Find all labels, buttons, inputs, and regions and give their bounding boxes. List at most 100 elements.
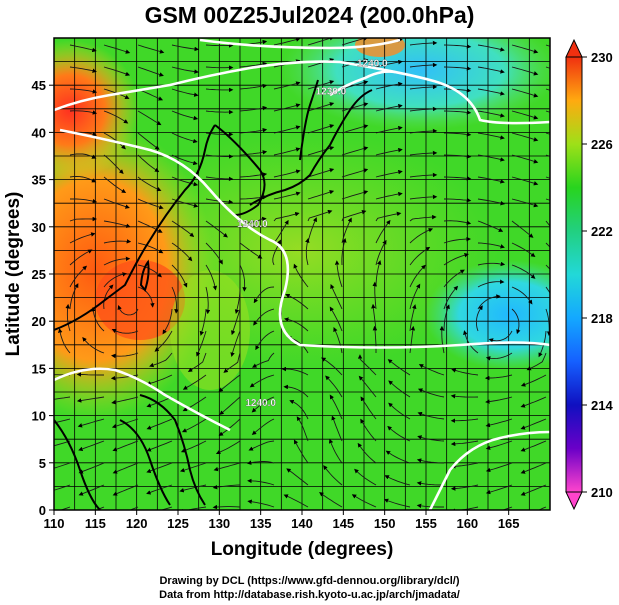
streamline: [205, 43, 234, 48]
streamline: [180, 440, 207, 453]
x-axis: 110 115 120 125 130 135 140 145 150 155 160 165: [44, 510, 520, 531]
streamline: [443, 304, 450, 332]
streamline: [387, 425, 411, 442]
streamline: [511, 132, 539, 142]
streamline: [255, 330, 275, 351]
streamline: [341, 190, 369, 200]
streamline: [171, 88, 199, 97]
streamline: [146, 418, 173, 430]
contour-labels: 1240.0 1230.0 1240.0 1240.0: [237, 58, 388, 409]
streamline: [416, 481, 444, 486]
streamline: [253, 286, 275, 304]
streamline: [451, 368, 479, 376]
streamline: [409, 150, 438, 156]
streamline: [384, 475, 411, 486]
streamline: [171, 264, 188, 288]
streamline: [112, 440, 139, 452]
streamline: [103, 110, 129, 124]
streamline: [69, 153, 97, 159]
streamline: [375, 211, 402, 222]
streamline: [218, 418, 241, 437]
streamline: [409, 106, 438, 112]
streamline: [213, 462, 241, 472]
streamline: [205, 65, 234, 70]
streamline: [65, 303, 71, 332]
streamline: [160, 506, 173, 510]
streamline: [409, 304, 417, 332]
streamline: [223, 352, 241, 373]
streamline: [103, 154, 124, 174]
streamline: [137, 286, 155, 308]
streamline: [137, 264, 162, 278]
streamline: [341, 124, 369, 134]
streamline: [69, 175, 97, 183]
streamline: [78, 440, 105, 452]
streamline: [239, 172, 268, 178]
streamline: [520, 484, 547, 496]
streamline: [475, 305, 483, 332]
streamline: [477, 198, 505, 206]
x-tick-label: 150: [374, 516, 396, 531]
streamline: [273, 81, 301, 90]
streamline: [171, 132, 198, 144]
wind-streamlines: [54, 38, 550, 510]
streamline: [103, 239, 132, 244]
streamline: [387, 359, 411, 376]
streamline: [103, 66, 131, 76]
streamline: [179, 506, 207, 510]
streamline: [199, 308, 207, 336]
colorbar: 230 226 222 218 214 210: [565, 38, 613, 511]
streamline: [385, 450, 411, 464]
streamline: [545, 308, 550, 336]
credit-data: Data from http://database.rish.kyoto-u.a…: [159, 589, 460, 601]
chart-title: GSM 00Z25Jul2024 (200.0hPa): [144, 2, 475, 28]
streamline: [59, 506, 71, 510]
streamline: [137, 110, 162, 126]
streamline: [281, 366, 309, 376]
streamline: [69, 249, 93, 266]
contour-label: 1240.0: [237, 219, 268, 230]
x-tick-label: 145: [332, 516, 354, 531]
streamline: [545, 220, 550, 227]
streamline: [196, 330, 207, 357]
y-tick-label: 30: [32, 220, 46, 235]
streamline: [357, 354, 377, 376]
y-tick-label: 0: [39, 503, 46, 518]
streamline: [239, 83, 268, 90]
streamline: [76, 372, 104, 377]
streamline: [273, 125, 301, 134]
streamline: [409, 62, 438, 68]
streamline: [477, 132, 505, 140]
streamline: [205, 154, 234, 159]
streamline: [443, 44, 472, 49]
streamline: [417, 435, 445, 442]
streamline: [137, 198, 164, 210]
streamline: [111, 352, 139, 359]
streamline: [511, 286, 533, 305]
streamline: [444, 197, 472, 203]
streamline: [307, 124, 335, 134]
streamline: [351, 494, 377, 508]
streamline: [212, 484, 241, 490]
streamline: [409, 246, 431, 266]
streamline: [273, 147, 301, 156]
streamline: [417, 411, 445, 420]
streamline: [328, 438, 343, 464]
streamline: [103, 198, 130, 209]
x-tick-label: 155: [415, 516, 437, 531]
streamline: [477, 261, 506, 267]
colorbar-tick-label: 222: [591, 224, 613, 239]
streamline: [205, 242, 223, 265]
streamline: [146, 462, 173, 473]
streamline: [417, 388, 445, 398]
streamline: [477, 154, 505, 162]
streamline: [69, 88, 98, 94]
streamline: [485, 484, 513, 495]
streamline: [416, 458, 445, 464]
streamline: [146, 396, 173, 408]
streamline: [293, 263, 309, 288]
streamline: [69, 216, 98, 222]
streamline: [409, 128, 438, 134]
streamline: [307, 209, 333, 222]
streamline: [409, 194, 438, 200]
